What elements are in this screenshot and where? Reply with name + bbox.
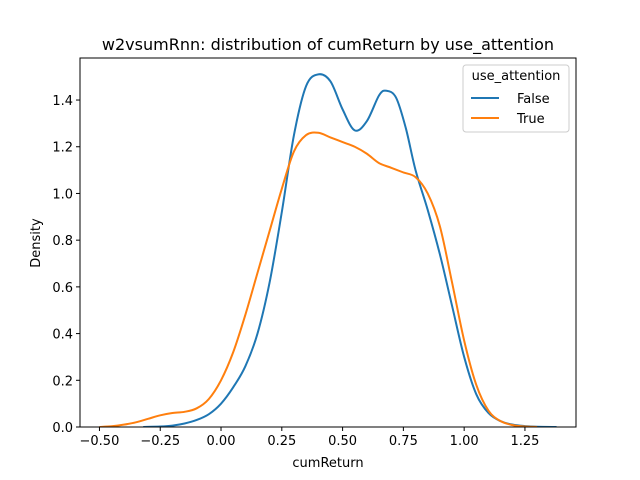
- y-tick-label: 0.0: [52, 421, 73, 436]
- x-tick-label: −0.50: [80, 434, 120, 449]
- y-tick-label: 0.6: [52, 281, 73, 296]
- legend-label-true: True: [516, 112, 545, 127]
- y-tick-label: 0.8: [52, 234, 73, 249]
- x-axis-label: cumReturn: [292, 456, 363, 471]
- legend-title: use_attention: [472, 69, 561, 84]
- y-tick-label: 1.0: [52, 187, 73, 202]
- y-tick-label: 1.4: [52, 94, 73, 109]
- x-tick-label: 0.50: [328, 434, 357, 449]
- x-tick-label: 0.75: [389, 434, 418, 449]
- plot-area: [99, 73, 557, 427]
- x-tick-label: 1.00: [450, 434, 479, 449]
- legend-frame: [462, 64, 570, 133]
- plot-frame: [79, 57, 577, 428]
- y-tick-label: 0.4: [52, 328, 73, 343]
- x-tick-label: 0.00: [207, 434, 236, 449]
- series-line-true: [99, 131, 538, 427]
- series-line-false: [143, 73, 557, 427]
- x-tick-label: 0.25: [267, 434, 296, 449]
- x-axis: −0.50 −0.25 0.00 0.25 0.50 0.75 1.00 1.25: [80, 427, 539, 449]
- legend-label-false: False: [517, 92, 550, 107]
- y-axis-label: Density: [29, 218, 44, 268]
- x-tick-label: −0.25: [140, 434, 180, 449]
- y-tick-label: 1.2: [52, 141, 73, 156]
- chart-title: w2vsumRnn: distribution of cumReturn by …: [102, 35, 554, 55]
- y-axis: 0.0 0.2 0.4 0.6 0.8 1.0 1.2 1.4: [52, 94, 80, 436]
- legend: use_attention False True: [462, 64, 570, 133]
- x-tick-label: 1.25: [510, 434, 539, 449]
- y-tick-label: 0.2: [52, 374, 73, 389]
